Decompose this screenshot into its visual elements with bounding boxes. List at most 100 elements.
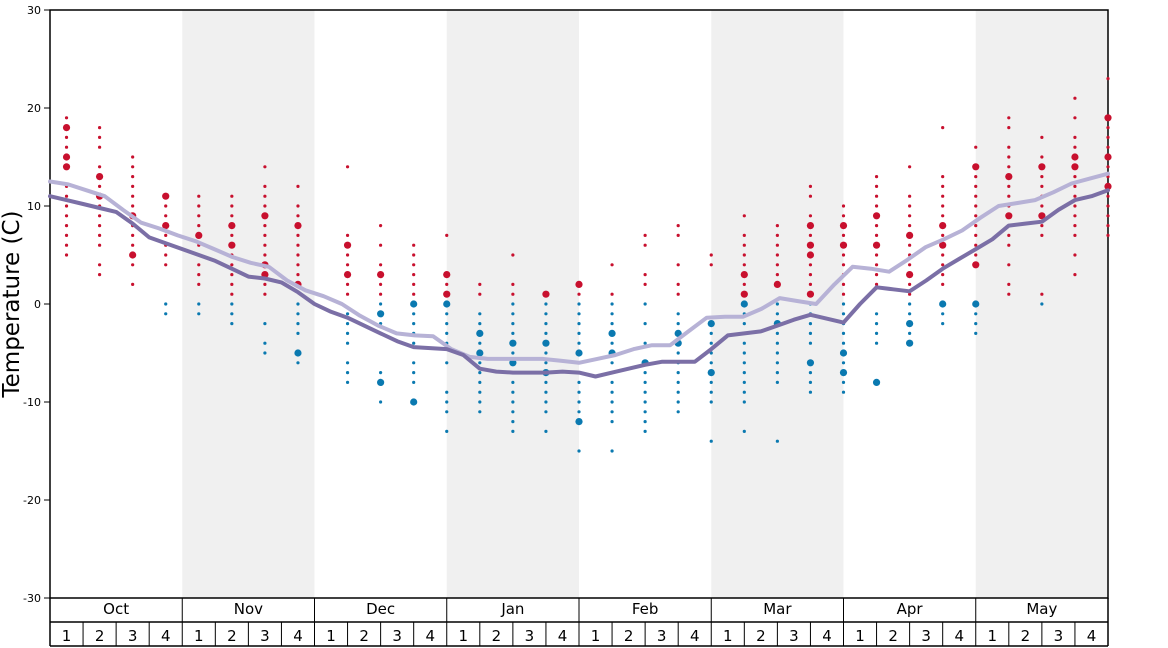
- temperature-dot: [941, 214, 945, 218]
- temperature-dot: [1073, 116, 1077, 120]
- temperature-dot: [775, 439, 779, 443]
- month-label: Mar: [763, 600, 792, 618]
- temperature-dot: [345, 371, 350, 375]
- temperature-dot: [511, 410, 515, 414]
- temperature-dot: [131, 184, 135, 188]
- temperature-dot-large: [294, 349, 302, 357]
- temperature-dot: [1040, 135, 1044, 139]
- week-label: 1: [459, 627, 469, 645]
- temperature-dot: [874, 331, 879, 335]
- temperature-dot: [478, 410, 482, 414]
- temperature-dot: [478, 361, 482, 365]
- temperature-dot: [1040, 224, 1044, 228]
- temperature-dot: [478, 380, 482, 384]
- temperature-dot: [379, 302, 383, 306]
- week-label: 3: [789, 627, 799, 645]
- temperature-dot: [643, 243, 647, 247]
- temperature-dot: [941, 175, 945, 179]
- temperature-dot-large: [509, 339, 517, 347]
- temperature-dot: [941, 312, 945, 316]
- week-label: 2: [888, 627, 898, 645]
- week-label: 2: [1021, 627, 1031, 645]
- temperature-dot: [379, 282, 383, 286]
- temperature-dot: [64, 224, 69, 228]
- temperature-dot: [345, 263, 350, 267]
- temperature-dot: [676, 322, 680, 326]
- month-band: [182, 10, 315, 598]
- temperature-dot: [577, 331, 581, 335]
- temperature-dot: [511, 351, 515, 355]
- temperature-dot: [64, 145, 69, 149]
- temperature-dot-large: [806, 222, 815, 230]
- temperature-dot: [941, 263, 945, 267]
- temperature-dot: [544, 331, 548, 335]
- temperature-dot: [64, 116, 69, 120]
- week-label: 4: [161, 627, 171, 645]
- temperature-dot-large: [839, 241, 848, 249]
- temperature-dot: [742, 263, 746, 267]
- temperature-dot: [808, 273, 813, 277]
- week-label: 4: [293, 627, 303, 645]
- temperature-dot: [577, 400, 581, 404]
- temperature-dot-large: [939, 222, 947, 230]
- temperature-dot: [577, 390, 581, 394]
- week-label: 4: [954, 627, 964, 645]
- temperature-dot: [97, 243, 102, 247]
- temperature-dot: [908, 194, 912, 198]
- temperature-dot-large: [1005, 212, 1013, 220]
- temperature-dot: [908, 224, 912, 228]
- temperature-dot-large: [443, 300, 451, 308]
- week-label: 3: [128, 627, 138, 645]
- temperature-dot: [1073, 273, 1077, 277]
- temperature-dot: [544, 390, 548, 394]
- temperature-dot: [345, 253, 350, 257]
- temperature-dot: [908, 243, 912, 247]
- temperature-dot: [775, 380, 779, 384]
- temperature-dot: [263, 292, 267, 296]
- temperature-dot: [131, 243, 135, 247]
- temperature-dot: [941, 204, 945, 208]
- temperature-dot: [1106, 126, 1110, 130]
- temperature-dot: [709, 341, 713, 345]
- week-label: 1: [62, 627, 72, 645]
- temperature-dot: [412, 282, 416, 286]
- temperature-dot: [841, 292, 846, 296]
- temperature-dot: [412, 263, 416, 267]
- temperature-dot: [263, 322, 267, 326]
- temperature-dot: [941, 233, 945, 237]
- temperature-dot: [941, 194, 945, 198]
- temperature-dot: [64, 253, 69, 257]
- temperature-dot: [676, 410, 680, 414]
- temperature-dot: [412, 322, 416, 326]
- temperature-dot: [1106, 165, 1110, 169]
- temperature-dot: [511, 322, 515, 326]
- week-label: 4: [1087, 627, 1097, 645]
- temperature-dot: [445, 331, 449, 335]
- week-label: 1: [194, 627, 204, 645]
- temperature-dot: [345, 331, 350, 335]
- temperature-dot-large: [509, 359, 517, 367]
- temperature-dot: [676, 390, 680, 394]
- temperature-dot: [478, 282, 482, 286]
- temperature-dot: [874, 282, 879, 286]
- temperature-dot: [643, 233, 647, 237]
- month-label: Feb: [632, 600, 659, 618]
- temperature-dot: [1007, 155, 1011, 159]
- temperature-dot: [577, 341, 581, 345]
- temperature-dot: [263, 204, 267, 208]
- temperature-dot: [874, 341, 879, 345]
- temperature-dot: [808, 263, 813, 267]
- temperature-dot: [610, 420, 614, 424]
- temperature-dot: [197, 263, 201, 267]
- temperature-dot-large: [443, 290, 451, 298]
- temperature-dot-large: [377, 271, 385, 279]
- temperature-dot-large: [261, 212, 269, 220]
- lower-temperature-line: [48, 188, 1110, 379]
- week-label: 4: [558, 627, 568, 645]
- temperature-dot: [610, 390, 614, 394]
- temperature-dot: [1040, 184, 1044, 188]
- temperature-dot: [296, 331, 300, 335]
- temperature-dot: [97, 233, 102, 237]
- temperature-dot: [676, 292, 680, 296]
- temperature-dot: [345, 341, 350, 345]
